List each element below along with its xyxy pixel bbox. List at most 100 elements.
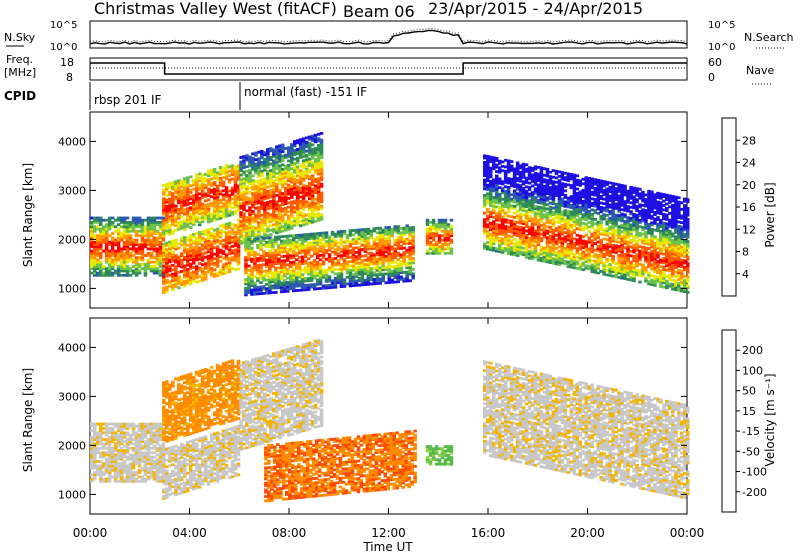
heatmap-cell [146,216,151,220]
heatmap-cell [125,238,130,242]
heatmap-cell [492,215,496,219]
heatmap-cell [363,258,368,262]
heatmap-cell [146,251,151,255]
heatmap-cell [96,273,100,277]
heatmap-cell [247,286,251,290]
heatmap-cell [101,227,106,231]
heatmap-cell [244,293,248,297]
heatmap-cell [206,174,211,177]
heatmap-cell [301,172,306,176]
heatmap-cell [165,259,169,263]
heatmap-cell [140,225,145,229]
heatmap-cell [408,279,412,283]
heatmap-cell [93,260,97,264]
heatmap-cell [500,164,505,168]
heatmap-cell [125,269,130,273]
heatmap-cell [146,243,151,246]
heatmap-cell [177,223,181,227]
heatmap-cell [158,216,163,220]
heatmap-cell [266,201,270,204]
heatmap-cell [110,216,115,220]
heatmap-cell [296,211,300,215]
heatmap-cell [390,227,394,231]
heatmap-cell [287,216,291,220]
heatmap-cell [321,242,326,246]
heatmap-cell [545,167,550,171]
heatmap-cell [125,245,130,249]
heatmap-cell [327,235,332,239]
heatmap-cell [239,213,243,217]
heatmap-cell [239,235,243,239]
heatmap-cell [307,168,312,172]
heatmap-cell [280,277,284,280]
heatmap-cell [269,178,273,181]
heatmap-cell [99,236,103,240]
heatmap-cell [274,253,278,257]
heatmap-cell [239,167,243,170]
heatmap-cell [521,162,526,166]
heatmap-cell [203,184,208,187]
heatmap-cell [539,246,544,249]
heatmap-cell [186,243,190,247]
heatmap-cell [119,269,124,273]
heatmap-cell [221,225,226,229]
heatmap-cell [301,192,306,196]
heatmap-cell [301,179,306,183]
heatmap-cell [551,228,556,232]
heatmap-cell [278,182,282,185]
heatmap-cell [162,206,166,209]
heatmap-cell [186,268,190,271]
heatmap-cell [183,195,187,198]
heatmap-cell [296,156,300,160]
heatmap-cell [206,211,211,215]
heatmap-cell [306,283,311,287]
heatmap-cell [286,270,290,273]
heatmap-cell [319,178,324,182]
heatmap-cell [539,206,544,210]
heatmap-cell [566,196,571,200]
heatmap-cell [230,249,235,253]
heatmap-cell [198,235,202,239]
heatmap-cell [251,159,255,162]
heatmap-cell [131,225,136,229]
heatmap-cell [198,201,202,205]
heatmap-cell [203,212,208,216]
heatmap-cell [215,213,220,217]
heatmap-cell [180,204,184,208]
heatmap-cell [293,206,297,209]
heatmap-cell [224,201,229,205]
nsearch-label: N.Search [744,31,794,44]
heatmap-cell [227,239,232,243]
heatmap-cell [245,196,249,199]
heatmap-cell [186,263,190,267]
heatmap-cell [293,153,297,157]
heatmap-cell [189,213,193,216]
heatmap-cell [290,209,294,213]
heatmap-cell [284,211,288,214]
heatmap-cell [275,216,279,219]
heatmap-cell [545,203,550,206]
heatmap-cell [180,252,184,256]
heatmap-cell [224,212,229,216]
heatmap-cell [122,265,127,268]
heatmap-cell [593,187,597,190]
heatmap-cell [224,262,229,266]
heatmap-cell [203,240,208,244]
heatmap-cell [500,215,505,219]
heatmap-cell [174,211,178,214]
heatmap-cell [93,256,97,260]
heatmap-cell [313,160,318,164]
heatmap-cell [215,252,220,255]
heatmap-cell [257,197,261,200]
heatmap-cell [177,201,181,205]
heatmap-cell [257,161,261,165]
heatmap-cell [143,240,148,244]
heatmap-cell [195,280,199,284]
heatmap-cell [236,258,241,262]
heatmap-cell [518,184,523,187]
heatmap-cell [293,210,297,214]
heatmap-cell [257,194,261,198]
heatmap-cell [149,247,154,251]
heatmap-cell [101,218,106,222]
heatmap-cell [233,172,238,176]
